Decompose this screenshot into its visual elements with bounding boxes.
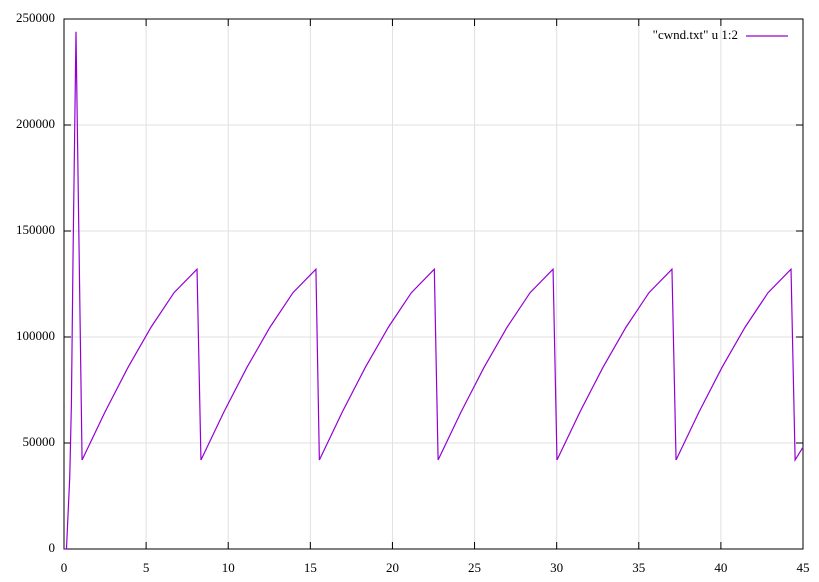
data-line — [64, 31, 804, 550]
x-tick-label: 30 — [550, 560, 563, 575]
y-tick-label: 150000 — [16, 222, 55, 237]
x-tick-label: 15 — [304, 560, 317, 575]
x-tick-label: 45 — [797, 560, 810, 575]
y-tick-label: 100000 — [16, 328, 55, 343]
legend-label: "cwnd.txt" u 1:2 — [653, 27, 738, 42]
x-tick-label: 20 — [386, 560, 399, 575]
plot-border — [63, 18, 804, 550]
y-tick-label: 50000 — [23, 434, 56, 449]
y-tick-label: 200000 — [16, 116, 55, 131]
x-tick-label: 0 — [61, 560, 68, 575]
y-tick-label: 250000 — [16, 10, 55, 25]
x-tick-label: 35 — [632, 560, 645, 575]
x-tick-label: 40 — [714, 560, 727, 575]
x-tick-label: 25 — [468, 560, 481, 575]
x-tick-label: 10 — [222, 560, 235, 575]
y-tick-label: 0 — [49, 540, 56, 555]
x-tick-label: 5 — [143, 560, 150, 575]
